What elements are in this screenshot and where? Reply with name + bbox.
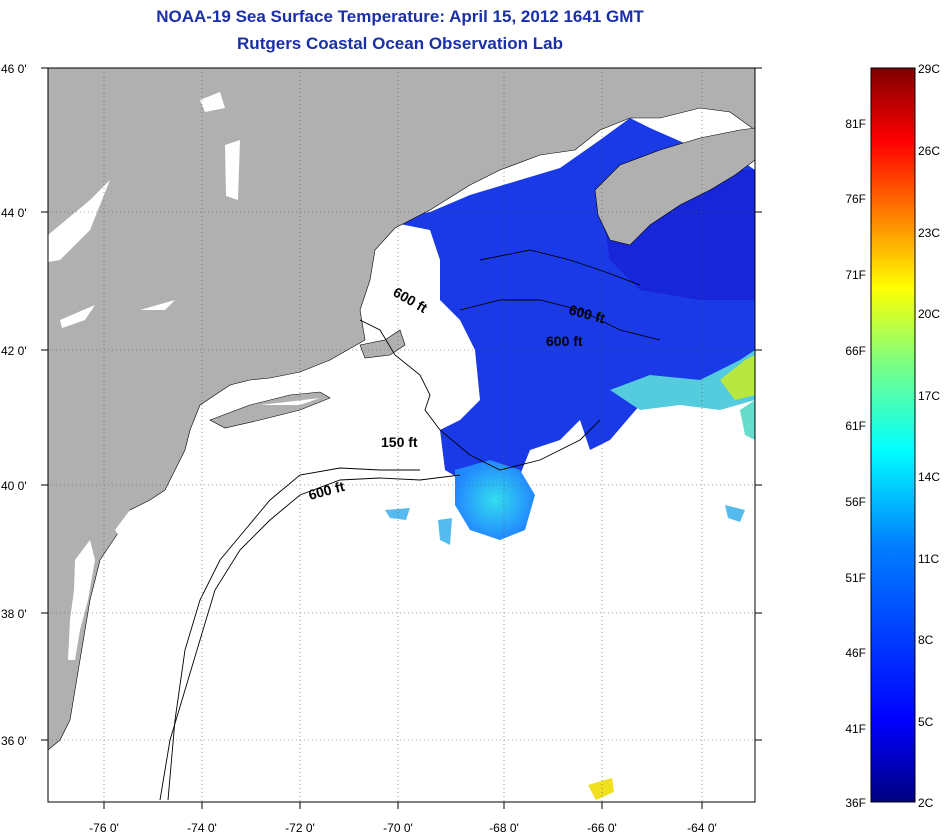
colorbar-celsius-label: 11C: [918, 552, 939, 566]
colorbar-celsius-label: 14C: [918, 470, 940, 484]
colorbar-celsius-label: 20C: [918, 307, 940, 321]
lat-label: 46 0': [1, 62, 27, 76]
colorbar-celsius-label: 23C: [918, 226, 940, 240]
map-title: NOAA-19 Sea Surface Temperature: April 1…: [156, 7, 644, 26]
colorbar-celsius-label: 26C: [918, 144, 940, 158]
lat-label: 36 0': [1, 734, 27, 748]
colorbar-fahrenheit-label: 41F: [845, 722, 866, 736]
lon-label: -68 0': [489, 821, 519, 835]
delaware-bay: [115, 510, 140, 545]
land-cape-cod: [359, 329, 406, 359]
sst-south-patch: [588, 778, 614, 800]
colorbar-fahrenheit-label: 81F: [845, 117, 866, 131]
lat-label: 40 0': [1, 479, 27, 493]
land-nova-scotia: [594, 127, 755, 246]
sst-shelf-edge: [610, 350, 755, 410]
colorbar-celsius-label: 29C: [918, 62, 940, 76]
sst-gulfstream-edge: [720, 355, 755, 400]
colorbar-fahrenheit-label: 56F: [845, 495, 866, 509]
lat-label: 44 0': [1, 206, 27, 220]
bathymetry-contours: [159, 249, 661, 801]
plot-frame: [47, 67, 756, 803]
colorbar-fahrenheit-label: 51F: [845, 571, 866, 585]
colorbar-fahrenheit-label: 46F: [845, 646, 866, 660]
colorbar-fahrenheit-label: 36F: [845, 796, 866, 810]
sst-east-patch: [740, 400, 755, 440]
colorbar-fahrenheit-label: 71F: [845, 268, 866, 282]
contour-label: 600 ft: [546, 333, 583, 349]
chesapeake-bay: [68, 540, 95, 660]
axis-ticks: [41, 67, 762, 809]
lon-label: -74 0': [187, 821, 217, 835]
lon-label: -66 0': [587, 821, 617, 835]
map-subtitle: Rutgers Coastal Ocean Observation Lab: [237, 34, 563, 53]
colorbar-celsius-label: 2C: [918, 796, 934, 810]
lon-label: -70 0': [383, 821, 413, 835]
colorbar-celsius-label: 8C: [918, 633, 934, 647]
colorbar-fahrenheit-label: 66F: [845, 344, 866, 358]
lon-label: -72 0': [285, 821, 315, 835]
lon-label: -64 0': [687, 821, 717, 835]
sst-warm-patch: [455, 460, 535, 540]
colorbar-celsius-label: 5C: [918, 715, 934, 729]
lat-label: 42 0': [1, 344, 27, 358]
lat-label: 38 0': [1, 607, 27, 621]
land-mainland: [48, 68, 755, 751]
colorbar-fahrenheit-label: 61F: [845, 419, 866, 433]
colorbar: [870, 67, 916, 803]
colorbar-celsius-label: 17C: [918, 389, 940, 403]
colorbar-fahrenheit-label: 76F: [845, 192, 866, 206]
contour-label: 150 ft: [381, 434, 418, 450]
lon-label: -76 0': [89, 821, 119, 835]
